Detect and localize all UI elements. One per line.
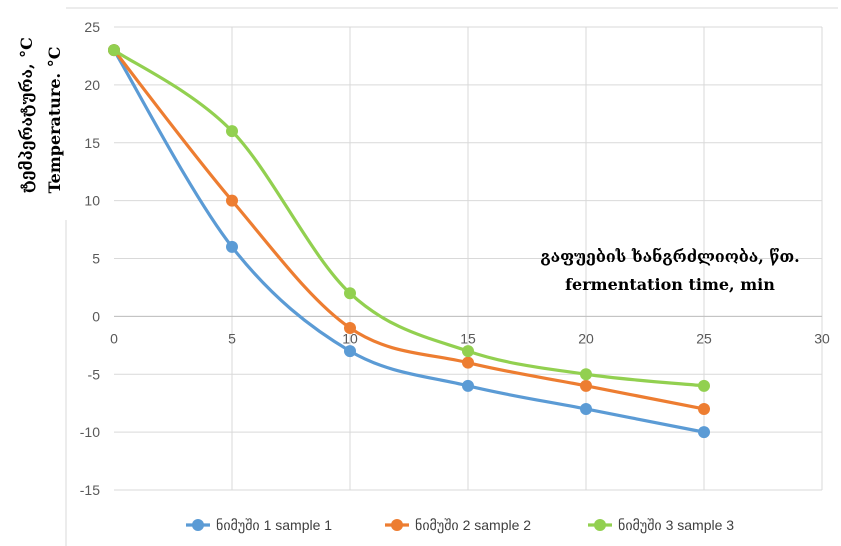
x-tick-label: 25 — [696, 330, 712, 346]
x-axis-title-line-1: გაფუების ხანგრძლიობა, წთ. — [540, 247, 799, 266]
data-point — [698, 402, 710, 415]
data-point — [580, 368, 592, 381]
chart-frame — [65, 7, 838, 546]
legend-dot-marker — [192, 519, 204, 531]
data-point — [226, 240, 238, 253]
legend-item: ნიმუში 3 sample 3 — [588, 517, 734, 534]
gridlines — [114, 26, 823, 491]
y-tick-label: -5 — [88, 366, 101, 382]
series-line — [112, 48, 706, 434]
data-point — [698, 379, 710, 392]
y-axis-title-line-2: Temperature. °C — [45, 47, 64, 194]
y-tick-label: 15 — [84, 135, 100, 151]
y-tick-label: 0 — [92, 308, 100, 324]
data-point — [580, 379, 592, 392]
y-tick-label: -10 — [80, 424, 100, 440]
x-tick-label: 30 — [814, 330, 830, 346]
data-point — [462, 345, 474, 358]
y-axis-ticks: -15 -10 -5 0 5 10 15 20 25 — [80, 19, 100, 498]
legend-dot-marker — [594, 519, 606, 531]
y-tick-label: 5 — [92, 251, 100, 267]
x-tick-label: 15 — [460, 330, 476, 346]
y-tick-label: 10 — [84, 193, 100, 209]
x-tick-label: 10 — [342, 330, 358, 346]
y-axis-title-line-1: ტემპერატურა, °C — [17, 37, 36, 193]
data-point — [344, 345, 356, 358]
legend-label: ნიმუში 1 sample 1 — [216, 517, 332, 534]
x-axis-ticks: 0 5 10 15 20 25 30 — [110, 330, 830, 346]
y-tick-label: 25 — [84, 19, 100, 35]
data-point — [226, 125, 238, 138]
legend-dot-marker — [391, 519, 403, 531]
legend-item: ნიმუში 2 sample 2 — [385, 517, 531, 534]
x-axis-title-line-2: fermentation time, min — [565, 275, 775, 294]
legend-item: ნიმუში 1 sample 1 — [186, 517, 332, 534]
data-point — [462, 379, 474, 392]
data-point — [344, 321, 356, 334]
series-3 — [108, 44, 710, 392]
y-tick-label: 20 — [84, 77, 100, 93]
x-tick-label: 20 — [578, 330, 594, 346]
data-point — [344, 287, 356, 300]
series-line — [112, 48, 706, 388]
data-point — [698, 426, 710, 439]
legend-label: ნიმუში 2 sample 2 — [415, 517, 531, 534]
series-2 — [108, 44, 710, 415]
data-point — [580, 402, 592, 415]
x-tick-label: 0 — [110, 330, 118, 346]
x-tick-label: 5 — [228, 330, 236, 346]
legend: ნიმუში 1 sample 1 ნიმუში 2 sample 2 ნიმუში… — [186, 517, 734, 534]
series-layer — [108, 44, 710, 439]
data-point — [226, 194, 238, 207]
data-point — [462, 356, 474, 369]
y-tick-label: -15 — [80, 482, 100, 498]
data-point — [108, 44, 120, 57]
legend-label: ნიმუში 3 sample 3 — [618, 517, 734, 534]
